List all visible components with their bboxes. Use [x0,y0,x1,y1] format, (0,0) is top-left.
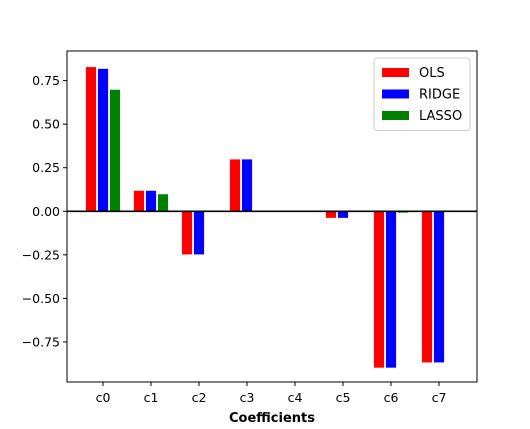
y-tick-label: 0.75 [32,73,60,88]
bar-ridge-c1 [145,189,157,212]
bar-ridge-c6 [385,210,397,369]
x-tick-label: c6 [384,390,399,405]
y-tick-label: 0.50 [32,117,60,132]
plot-frame [66,50,478,383]
x-tick-label: c0 [96,390,111,405]
bar-ridge-c2 [193,210,205,256]
x-tick-label: c2 [192,390,207,405]
x-tick-label: c5 [336,390,351,405]
y-axis: −0.75 −0.50 −0.25 0.00 0.25 0.50 0.75 [22,73,67,349]
bar-ols-c0 [85,66,97,212]
bar-ols-c2 [181,210,193,256]
y-tick-label: 0.00 [32,204,60,219]
legend-label-ridge: RIDGE [419,88,460,103]
y-tick-label: −0.50 [22,291,60,306]
bar-ridge-c7 [433,210,445,364]
bar-ols-c6 [373,210,385,369]
y-tick-label: 0.25 [32,160,60,175]
bar-lasso-c0 [109,88,121,212]
x-axis-label: Coefficients [229,411,315,426]
bar-ridge-c3 [241,158,253,212]
bar-ols-c5 [325,210,337,219]
legend: OLS RIDGE LASSO [373,57,471,131]
x-axis: c0 c1 c2 c3 c4 c5 c6 c7 [96,382,447,405]
x-tick-label: c1 [144,390,159,405]
x-tick-label: c7 [432,390,447,405]
bar-lasso-c1 [157,193,169,212]
x-tick-label: c3 [240,390,255,405]
y-tick-label: −0.25 [22,247,60,262]
legend-swatch-ridge [382,89,409,99]
bar-ridge-c5 [337,210,349,219]
legend-label-ols: OLS [419,66,445,81]
x-tick-label: c4 [288,390,303,405]
bar-ols-c3 [229,158,241,212]
legend-swatch-ols [382,68,409,77]
legend-label-lasso: LASSO [419,109,462,124]
y-tick-label: −0.75 [22,334,60,349]
bar-ols-c7 [421,210,433,364]
bar-ols-c1 [133,189,145,212]
bar-ridge-c0 [97,68,109,212]
legend-swatch-lasso [382,111,409,120]
